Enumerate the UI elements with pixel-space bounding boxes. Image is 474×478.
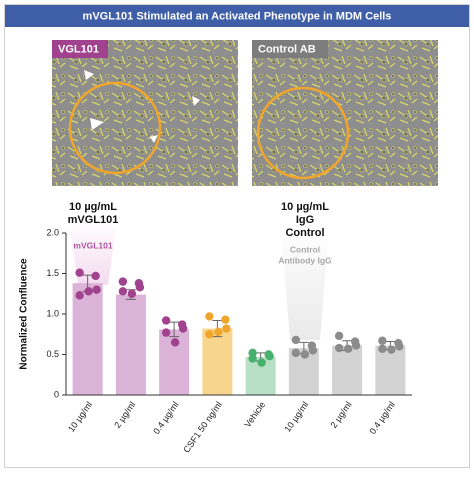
data-point <box>127 289 137 298</box>
bar <box>72 283 103 395</box>
panel-label-bg <box>52 40 108 58</box>
panel-label-bg <box>252 40 328 58</box>
data-point <box>205 312 214 321</box>
data-point <box>291 335 301 345</box>
data-point <box>343 344 353 354</box>
data-point <box>118 287 128 296</box>
data-point <box>334 331 344 341</box>
bar <box>115 294 146 395</box>
data-point <box>300 350 310 359</box>
data-point <box>291 348 301 358</box>
bar <box>332 345 363 395</box>
y-tick-label: 1.5 <box>46 268 59 278</box>
micrograph <box>52 40 238 186</box>
y-tick-label: 1.0 <box>46 308 59 318</box>
annotation: Antibody IgG <box>278 255 332 265</box>
panel-label: Control AB <box>258 43 316 55</box>
data-point <box>308 346 318 355</box>
panel-label: VGL101 <box>58 43 99 55</box>
data-point <box>205 330 214 339</box>
micrograph <box>252 40 438 186</box>
data-point <box>387 345 396 354</box>
annotation: IgG <box>296 214 314 226</box>
data-point <box>170 338 180 347</box>
data-point <box>378 344 387 354</box>
annotation: mVGL101 <box>68 214 119 226</box>
title-bar <box>5 5 469 27</box>
y-tick-label: 0.5 <box>46 349 59 359</box>
data-point <box>395 342 404 351</box>
data-point <box>265 351 274 361</box>
data-point <box>214 327 223 337</box>
data-point <box>222 324 231 333</box>
data-point <box>92 285 101 294</box>
spotlight <box>282 240 328 340</box>
y-tick-label: 2.0 <box>46 227 59 237</box>
annotation: 10 µg/mL <box>69 201 117 213</box>
annotation: Control <box>285 227 324 239</box>
data-point <box>161 316 171 325</box>
error-bar <box>169 321 180 338</box>
annotation: mVGL101 <box>73 240 112 250</box>
bar <box>202 328 233 395</box>
chart-title: mVGL101 Stimulated an Activated Phenotyp… <box>83 10 392 22</box>
data-point <box>91 271 100 281</box>
data-point <box>84 287 93 296</box>
data-point <box>257 358 266 367</box>
data-point <box>75 268 84 277</box>
y-tick-label: 0 <box>54 389 59 399</box>
annotation: Control <box>290 244 320 254</box>
data-point <box>178 324 188 333</box>
data-point <box>378 336 387 345</box>
data-point <box>248 354 257 363</box>
data-point <box>221 315 230 324</box>
data-point <box>135 283 145 292</box>
data-point <box>334 343 344 353</box>
data-point <box>351 341 361 350</box>
data-point <box>118 277 128 286</box>
highlight-circle <box>256 86 350 180</box>
highlight-circle <box>68 81 162 175</box>
data-point <box>75 291 84 300</box>
annotation: 10 µg/mL <box>281 201 329 213</box>
bar <box>375 345 406 395</box>
data-point <box>161 328 171 337</box>
y-axis-label: Normalized Confluence <box>19 258 30 370</box>
